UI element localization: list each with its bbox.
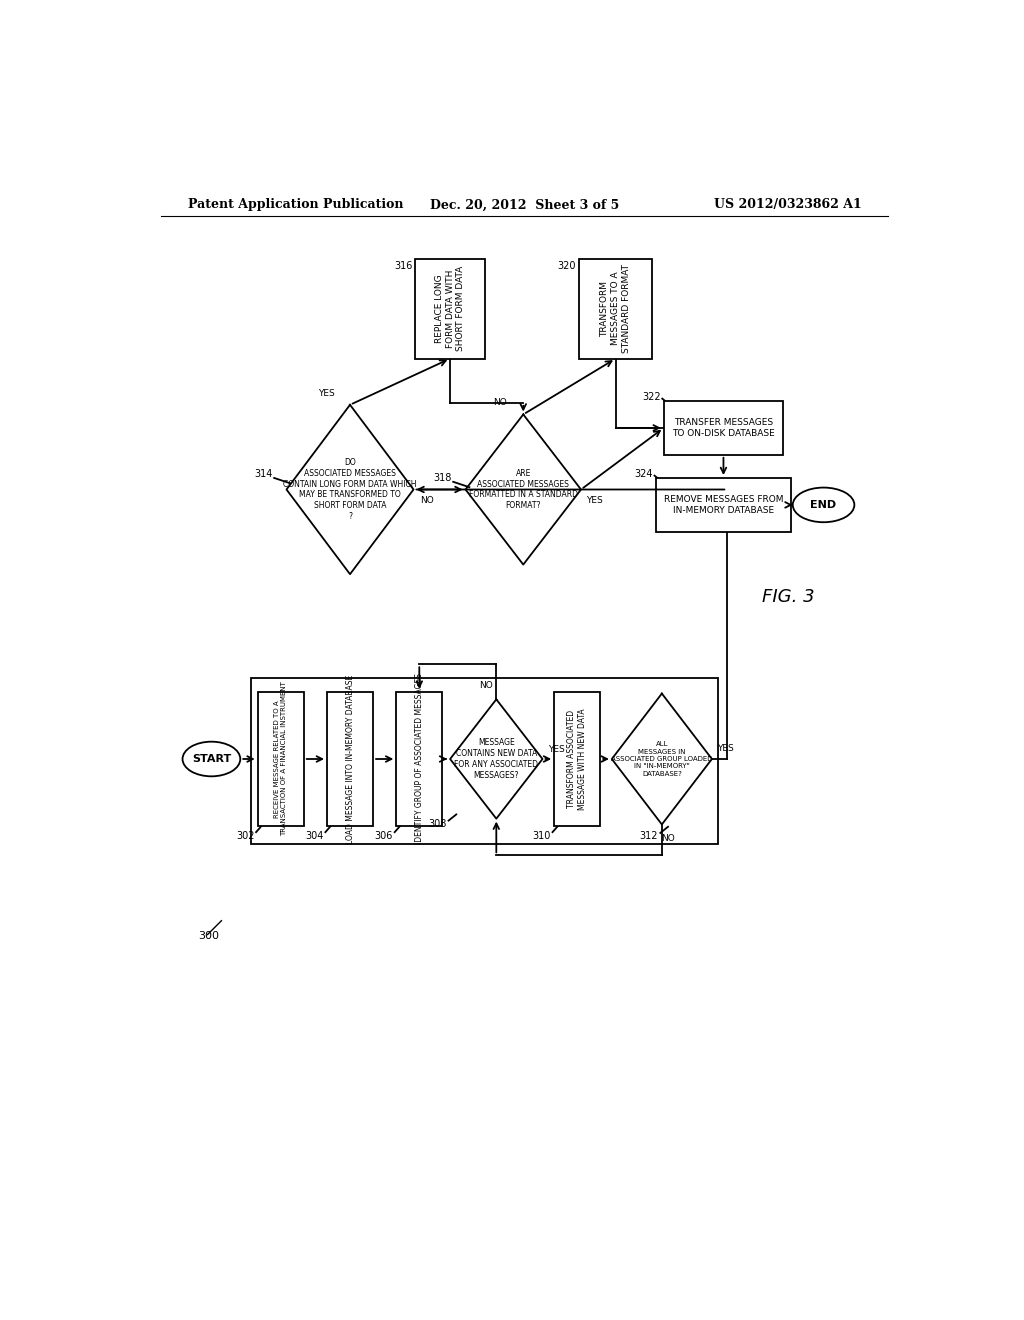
Text: DO
ASSOCIATED MESSAGES
CONTAIN LONG FORM DATA WHICH
MAY BE TRANSFORMED TO
SHORT : DO ASSOCIATED MESSAGES CONTAIN LONG FORM…	[284, 458, 417, 521]
Text: 302: 302	[236, 832, 255, 841]
Text: NO: NO	[662, 834, 675, 842]
Text: 320: 320	[557, 261, 577, 271]
FancyBboxPatch shape	[258, 692, 304, 826]
Text: TRANSFORM
MESSAGES TO A
STANDARD FORMAT: TRANSFORM MESSAGES TO A STANDARD FORMAT	[600, 264, 631, 352]
Text: TRANSFER MESSAGES
TO ON-DISK DATABASE: TRANSFER MESSAGES TO ON-DISK DATABASE	[672, 418, 775, 438]
Polygon shape	[611, 693, 712, 825]
Ellipse shape	[793, 487, 854, 523]
FancyBboxPatch shape	[554, 692, 600, 826]
Text: 316: 316	[394, 261, 413, 271]
Text: US 2012/0323862 A1: US 2012/0323862 A1	[715, 198, 862, 211]
Text: NO: NO	[421, 496, 434, 504]
Text: NO: NO	[478, 681, 493, 690]
Ellipse shape	[182, 742, 241, 776]
Text: 306: 306	[375, 832, 393, 841]
Text: RECEIVE MESSAGE RELATED TO A
TRANSACTION OF A FINANCIAL INSTRUMENT: RECEIVE MESSAGE RELATED TO A TRANSACTION…	[274, 681, 288, 837]
FancyBboxPatch shape	[656, 478, 791, 532]
Text: Patent Application Publication: Patent Application Publication	[188, 198, 403, 211]
Text: YES: YES	[718, 743, 734, 752]
Text: 304: 304	[305, 832, 324, 841]
Text: REPLACE LONG
FORM DATA WITH
SHORT FORM DATA: REPLACE LONG FORM DATA WITH SHORT FORM D…	[435, 265, 465, 351]
Text: 318: 318	[433, 473, 452, 483]
Text: Dec. 20, 2012  Sheet 3 of 5: Dec. 20, 2012 Sheet 3 of 5	[430, 198, 620, 211]
Text: START: START	[191, 754, 231, 764]
Text: 308: 308	[429, 820, 447, 829]
Text: TRANSFORM ASSOCIATED
MESSAGE WITH NEW DATA: TRANSFORM ASSOCIATED MESSAGE WITH NEW DA…	[567, 709, 587, 809]
Polygon shape	[466, 414, 581, 565]
Text: REMOVE MESSAGES FROM
IN-MEMORY DATABASE: REMOVE MESSAGES FROM IN-MEMORY DATABASE	[664, 495, 783, 515]
Text: FIG. 3: FIG. 3	[762, 589, 814, 606]
Polygon shape	[451, 700, 543, 818]
Text: ARE
ASSOCIATED MESSAGES
FORMATTED IN A STANDARD
FORMAT?: ARE ASSOCIATED MESSAGES FORMATTED IN A S…	[469, 469, 578, 510]
Text: 322: 322	[642, 392, 660, 403]
Text: YES: YES	[587, 496, 603, 504]
Text: IDENTIFY GROUP OF ASSOCIATED MESSAGES: IDENTIFY GROUP OF ASSOCIATED MESSAGES	[415, 673, 424, 845]
FancyBboxPatch shape	[580, 259, 652, 359]
Text: MESSAGE
CONTAINS NEW DATA
FOR ANY ASSOCIATED
MESSAGES?: MESSAGE CONTAINS NEW DATA FOR ANY ASSOCI…	[455, 738, 539, 780]
Text: 314: 314	[254, 469, 272, 479]
Text: YES: YES	[318, 389, 335, 397]
Text: LOAD MESSAGE INTO IN-MEMORY DATABASE: LOAD MESSAGE INTO IN-MEMORY DATABASE	[345, 675, 354, 843]
Text: 312: 312	[640, 832, 658, 841]
Text: NO: NO	[494, 399, 507, 408]
Text: ALL
MESSAGES IN
ASSOCIATED GROUP LOADED
IN "IN-MEMORY"
DATABASE?: ALL MESSAGES IN ASSOCIATED GROUP LOADED …	[611, 742, 713, 776]
FancyBboxPatch shape	[664, 401, 783, 455]
Polygon shape	[287, 405, 414, 574]
Text: 310: 310	[532, 832, 551, 841]
FancyBboxPatch shape	[327, 692, 373, 826]
FancyBboxPatch shape	[416, 259, 484, 359]
FancyBboxPatch shape	[396, 692, 442, 826]
Text: 324: 324	[635, 469, 653, 479]
Text: YES: YES	[548, 746, 565, 754]
Text: END: END	[811, 500, 837, 510]
Text: 300: 300	[199, 931, 219, 941]
